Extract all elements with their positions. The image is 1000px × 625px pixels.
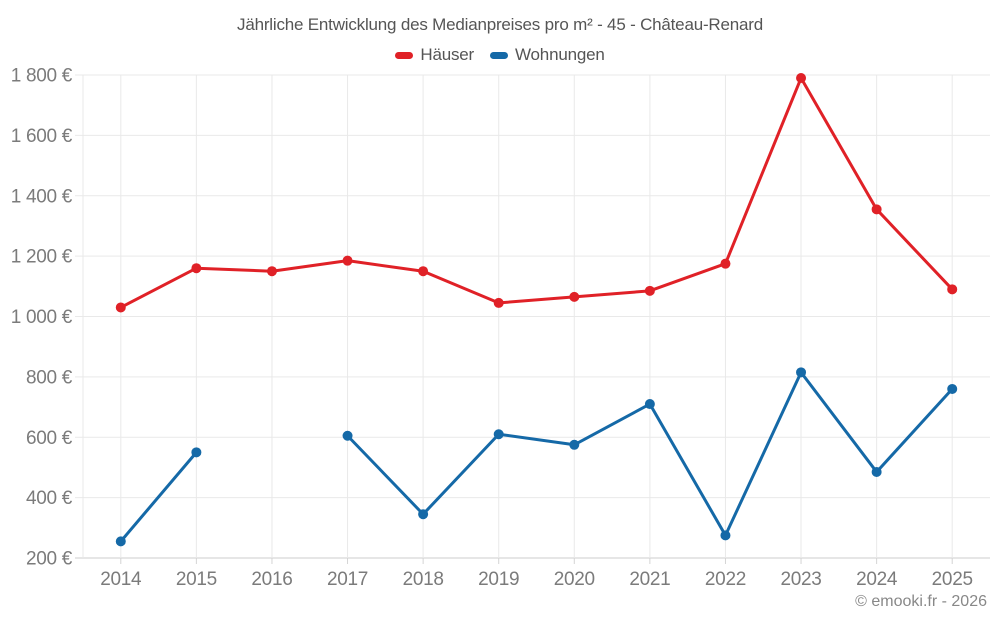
- data-point-häuser-2022[interactable]: [720, 258, 731, 269]
- y-tick-label: 400 €: [26, 488, 73, 509]
- x-tick-label: 2022: [705, 569, 746, 590]
- data-point-wohnungen-2017[interactable]: [342, 430, 353, 441]
- y-tick-label: 800 €: [26, 367, 73, 388]
- data-point-häuser-2021[interactable]: [644, 285, 655, 296]
- data-point-häuser-2023[interactable]: [796, 73, 807, 84]
- data-point-häuser-2019[interactable]: [493, 297, 504, 308]
- y-tick-label: 1 600 €: [11, 126, 73, 147]
- data-point-wohnungen-2021[interactable]: [644, 399, 655, 410]
- data-point-wohnungen-2018[interactable]: [418, 509, 429, 520]
- legend-label: Wohnungen: [515, 45, 605, 64]
- data-point-wohnungen-2024[interactable]: [871, 466, 882, 477]
- y-tick-label: 1 000 €: [11, 307, 73, 328]
- x-tick-label: 2025: [932, 569, 973, 590]
- x-tick-label: 2024: [856, 569, 898, 590]
- chart-title: Jährliche Entwicklung des Medianpreises …: [237, 15, 763, 34]
- data-point-wohnungen-2014[interactable]: [115, 536, 126, 547]
- copyright: © emooki.fr - 2026: [855, 593, 987, 610]
- x-tick-label: 2019: [478, 569, 519, 590]
- legend: Häuser Wohnungen: [0, 45, 1000, 65]
- legend-swatch-icon: [490, 51, 509, 59]
- data-point-häuser-2020[interactable]: [569, 291, 580, 302]
- series-line-häuser: [119, 76, 954, 309]
- data-point-wohnungen-2020[interactable]: [569, 439, 580, 450]
- data-point-häuser-2018[interactable]: [418, 266, 429, 277]
- x-tick-label: 2016: [251, 569, 292, 590]
- x-tick-label: 2023: [781, 569, 822, 590]
- y-tick-label: 600 €: [26, 428, 73, 449]
- x-tick-label: 2020: [554, 569, 595, 590]
- data-point-wohnungen-2025[interactable]: [947, 383, 958, 394]
- legend-item-wohnungen[interactable]: Wohnungen: [490, 45, 605, 65]
- y-tick-label: 1 400 €: [11, 186, 73, 207]
- data-point-häuser-2017[interactable]: [342, 255, 353, 266]
- data-point-wohnungen-2019[interactable]: [493, 429, 504, 440]
- data-point-häuser-2024[interactable]: [871, 204, 882, 215]
- data-point-häuser-2015[interactable]: [191, 263, 202, 274]
- legend-swatch-icon: [395, 51, 414, 59]
- data-point-wohnungen-2022[interactable]: [720, 530, 731, 541]
- data-point-häuser-2016[interactable]: [266, 266, 277, 277]
- series-line-wohnungen: [119, 450, 198, 543]
- data-point-wohnungen-2015[interactable]: [191, 447, 202, 458]
- data-point-häuser-2025[interactable]: [947, 284, 958, 295]
- y-tick-label: 1 800 €: [11, 66, 73, 87]
- y-tick-label: 200 €: [26, 549, 73, 570]
- legend-label: Häuser: [420, 45, 475, 64]
- data-point-häuser-2014[interactable]: [115, 302, 126, 313]
- x-tick-label: 2021: [629, 569, 670, 590]
- x-tick-label: 2018: [403, 569, 444, 590]
- legend-item-häuser[interactable]: Häuser: [395, 45, 474, 65]
- x-tick-label: 2017: [327, 569, 368, 590]
- data-point-wohnungen-2023[interactable]: [796, 367, 807, 378]
- x-tick-label: 2014: [100, 569, 142, 590]
- x-tick-label: 2015: [176, 569, 217, 590]
- y-tick-label: 1 200 €: [11, 247, 73, 268]
